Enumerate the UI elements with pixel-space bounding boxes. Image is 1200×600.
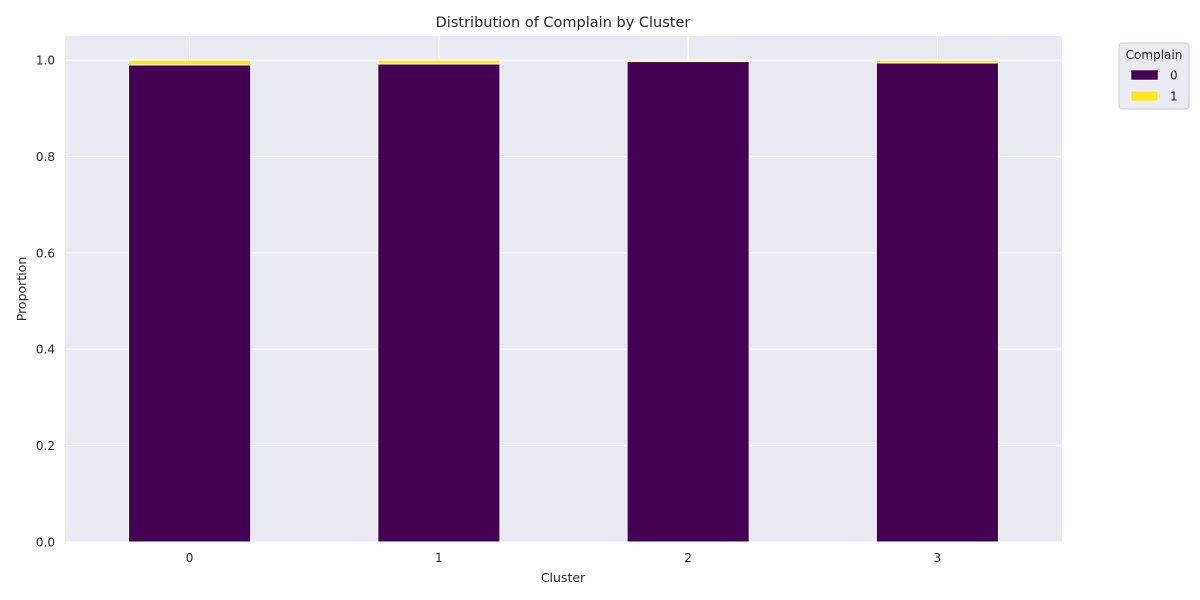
- bar-cluster-3-complain-1: [875, 59, 999, 64]
- bar-cluster-2-complain-1: [626, 59, 750, 63]
- x-tick-label: 2: [684, 551, 692, 565]
- y-tick-label: 1.0: [36, 54, 55, 68]
- bar-cluster-1-complain-0: [377, 63, 501, 543]
- bar-cluster-1-complain-1: [377, 59, 501, 65]
- legend-swatch-0: [1130, 69, 1159, 81]
- y-axis-ticks: 0.0 0.2 0.4 0.6 0.8 1.0: [36, 54, 55, 550]
- legend-items: 01: [1130, 69, 1178, 104]
- x-tick-label: 3: [934, 551, 942, 565]
- legend: Complain 01: [1118, 42, 1190, 110]
- bars: [128, 59, 999, 543]
- y-tick-label: 0.2: [36, 439, 55, 453]
- y-axis-label: Proportion: [14, 257, 29, 322]
- legend-swatch-1: [1130, 90, 1159, 102]
- y-tick-label: 0.0: [36, 536, 55, 550]
- legend-title: Complain: [1126, 48, 1183, 62]
- bar-cluster-0-complain-0: [128, 64, 252, 543]
- bar-cluster-3-complain-0: [875, 62, 999, 543]
- x-tick-label: 1: [435, 551, 443, 565]
- x-tick-label: 0: [186, 551, 194, 565]
- x-axis-label: Cluster: [541, 570, 586, 585]
- bar-cluster-0-complain-1: [128, 59, 252, 66]
- x-axis-ticks: 0 1 2 3: [186, 551, 941, 565]
- y-tick-label: 0.6: [36, 246, 55, 260]
- legend-label-1: 1: [1170, 90, 1178, 104]
- bar-cluster-2-complain-0: [626, 61, 750, 543]
- y-tick-label: 0.4: [36, 343, 55, 357]
- chart-title: Distribution of Complain by Cluster: [436, 15, 691, 31]
- legend-label-0: 0: [1170, 69, 1178, 83]
- y-tick-label: 0.8: [36, 150, 55, 164]
